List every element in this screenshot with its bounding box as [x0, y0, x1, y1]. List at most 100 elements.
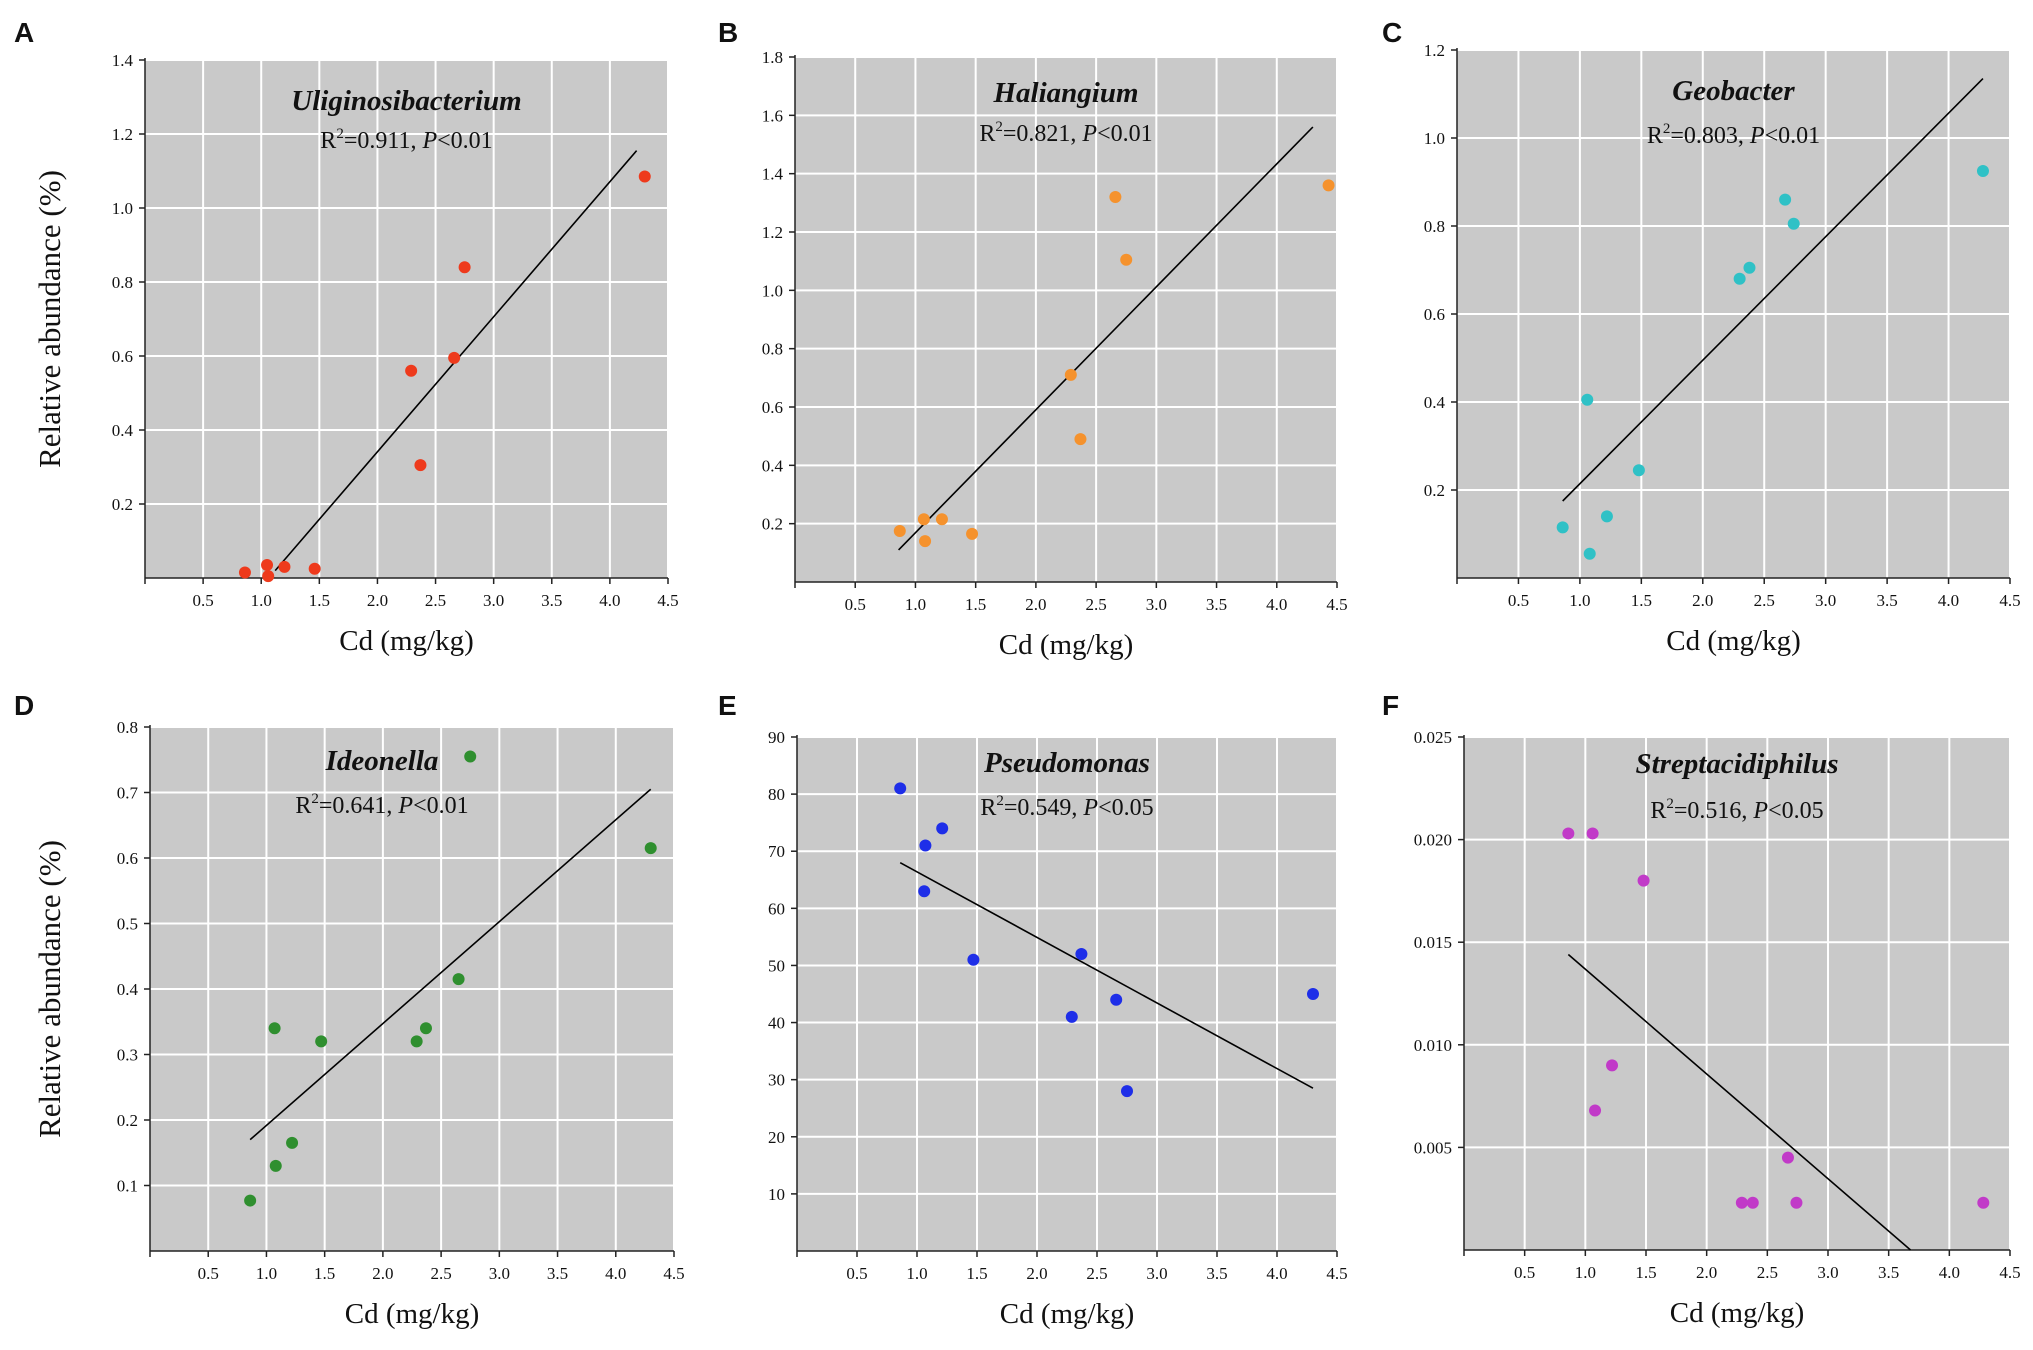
y-tick-label: 1.8: [762, 48, 783, 67]
data-point: [1632, 464, 1645, 477]
regression-line: [249, 788, 652, 1141]
data-point: [1075, 948, 1088, 961]
stats-label: R2=0.821, P<0.01: [979, 119, 1152, 147]
plot-background: [145, 60, 668, 578]
x-tick-label: 2.0: [367, 591, 388, 610]
y-tick-label: 0.6: [1424, 305, 1445, 324]
y-tick-label: 0.3: [117, 1046, 138, 1065]
x-tick-label: 4.0: [1938, 591, 1959, 610]
y-tick-label: 1.4: [762, 165, 784, 184]
panel-label: E: [718, 690, 737, 721]
y-tick-label: 50: [768, 956, 785, 975]
data-point: [936, 822, 949, 835]
x-tick-label: 2.0: [1025, 595, 1046, 614]
y-tick-label: 0.2: [1424, 481, 1445, 500]
data-point: [1065, 1010, 1078, 1023]
data-point: [1110, 993, 1123, 1006]
y-tick-label: 0.020: [1414, 831, 1452, 850]
x-tick-label: 0.5: [192, 591, 213, 610]
panel-d: 0.1 0.2 0.3 0.4 0.5 0.6 0.7 0.8 0.5 1.0 1.5 2.0 2.5 3…: [14, 690, 685, 1330]
data-point: [1120, 253, 1133, 266]
data-point: [410, 1035, 423, 1048]
data-point: [238, 566, 251, 579]
x-tick-label: 4.0: [1939, 1263, 1960, 1282]
data-point: [1562, 827, 1575, 840]
y-tick-label: 1.2: [762, 223, 783, 242]
x-tick-label: 4.5: [663, 1264, 684, 1283]
panel-f: 0.005 0.010 0.015 0.020 0.025 0.5 1.0 1.5 2.0 2.5…: [1382, 690, 2021, 1329]
y-tick-label: 0.2: [762, 515, 783, 534]
x-tick-label: 4.5: [657, 591, 678, 610]
data-point: [1790, 1196, 1803, 1209]
panel-b: 0.2 0.4 0.6 0.8 1.0 1.2 1.4 1.6 1.8 0.5 1.0 1.5 2.0 2…: [718, 17, 1348, 661]
x-tick-label: 2.5: [1085, 595, 1106, 614]
data-point: [1589, 1104, 1602, 1117]
data-point: [1733, 272, 1746, 285]
y-tick-label: 0.8: [762, 340, 783, 359]
data-point: [452, 973, 465, 986]
y-tick-label: 1.0: [762, 281, 783, 300]
x-tick-label: 1.5: [966, 1264, 987, 1283]
x-tick-label: 3.5: [1206, 1264, 1227, 1283]
x-tick-label: 3.0: [1146, 595, 1167, 614]
y-tick-label: 90: [768, 728, 785, 747]
y-tick-label: 0.2: [117, 1111, 138, 1130]
data-point: [458, 261, 471, 274]
x-tick-label: 1.0: [905, 595, 926, 614]
x-tick-label: 4.0: [605, 1264, 626, 1283]
data-point: [262, 570, 275, 583]
x-tick-label: 3.0: [1817, 1263, 1838, 1282]
x-tick-label: 4.5: [1326, 1264, 1347, 1283]
y-tick-label: 0.6: [762, 398, 783, 417]
data-point: [919, 535, 932, 548]
data-point: [893, 524, 906, 537]
x-tick-label: 1.5: [314, 1264, 335, 1283]
x-axis-label: Cd (mg/kg): [345, 1298, 480, 1330]
stats-label: R2=0.641, P<0.01: [295, 791, 468, 819]
chart-title: Ideonella: [325, 745, 439, 777]
x-tick-label: 3.5: [547, 1264, 568, 1283]
regression-line: [1567, 953, 1912, 1251]
data-point: [1779, 193, 1792, 206]
x-axis-label: Cd (mg/kg): [1000, 1298, 1135, 1330]
x-tick-label: 4.0: [1266, 595, 1287, 614]
x-tick-label: 2.0: [372, 1264, 393, 1283]
data-point: [269, 1159, 282, 1172]
x-tick-label: 0.5: [845, 595, 866, 614]
x-tick-label: 3.5: [1876, 591, 1897, 610]
y-tick-label: 0.4: [117, 980, 139, 999]
data-point: [1606, 1059, 1619, 1072]
data-point: [1064, 368, 1077, 381]
plot-background: [1464, 737, 2010, 1250]
y-tick-label: 70: [768, 842, 785, 861]
y-tick-label: 0.1: [117, 1177, 138, 1196]
x-tick-label: 3.0: [1815, 591, 1836, 610]
y-axis-label: Relative abundance (%): [32, 170, 67, 468]
x-tick-label: 2.0: [1026, 1264, 1047, 1283]
x-tick-label: 4.0: [1266, 1264, 1287, 1283]
chart-title: Uliginosibacterium: [291, 85, 521, 117]
y-tick-label: 0.005: [1414, 1138, 1452, 1157]
data-point: [1637, 874, 1650, 887]
stats-label: R2=0.911, P<0.01: [320, 126, 492, 154]
y-tick-label: 1.2: [1424, 41, 1445, 60]
y-tick-label: 30: [768, 1071, 785, 1090]
y-tick-label: 40: [768, 1014, 785, 1033]
chart-title: Haliangium: [992, 77, 1138, 109]
data-point: [1735, 1196, 1748, 1209]
y-tick-label: 1.0: [112, 199, 133, 218]
y-tick-label: 0.8: [1424, 217, 1445, 236]
data-point: [894, 782, 907, 795]
x-tick-label: 0.5: [198, 1264, 219, 1283]
data-point: [1074, 433, 1087, 446]
p-value: <0.05: [1768, 798, 1824, 824]
data-point: [1322, 179, 1335, 192]
x-tick-label: 1.0: [1575, 1263, 1596, 1282]
x-tick-label: 2.5: [1086, 1264, 1107, 1283]
data-point: [1581, 393, 1594, 406]
regression-line: [899, 861, 1314, 1089]
plot-background: [795, 57, 1337, 582]
x-tick-label: 2.0: [1696, 1263, 1717, 1282]
data-point: [1781, 1151, 1794, 1164]
